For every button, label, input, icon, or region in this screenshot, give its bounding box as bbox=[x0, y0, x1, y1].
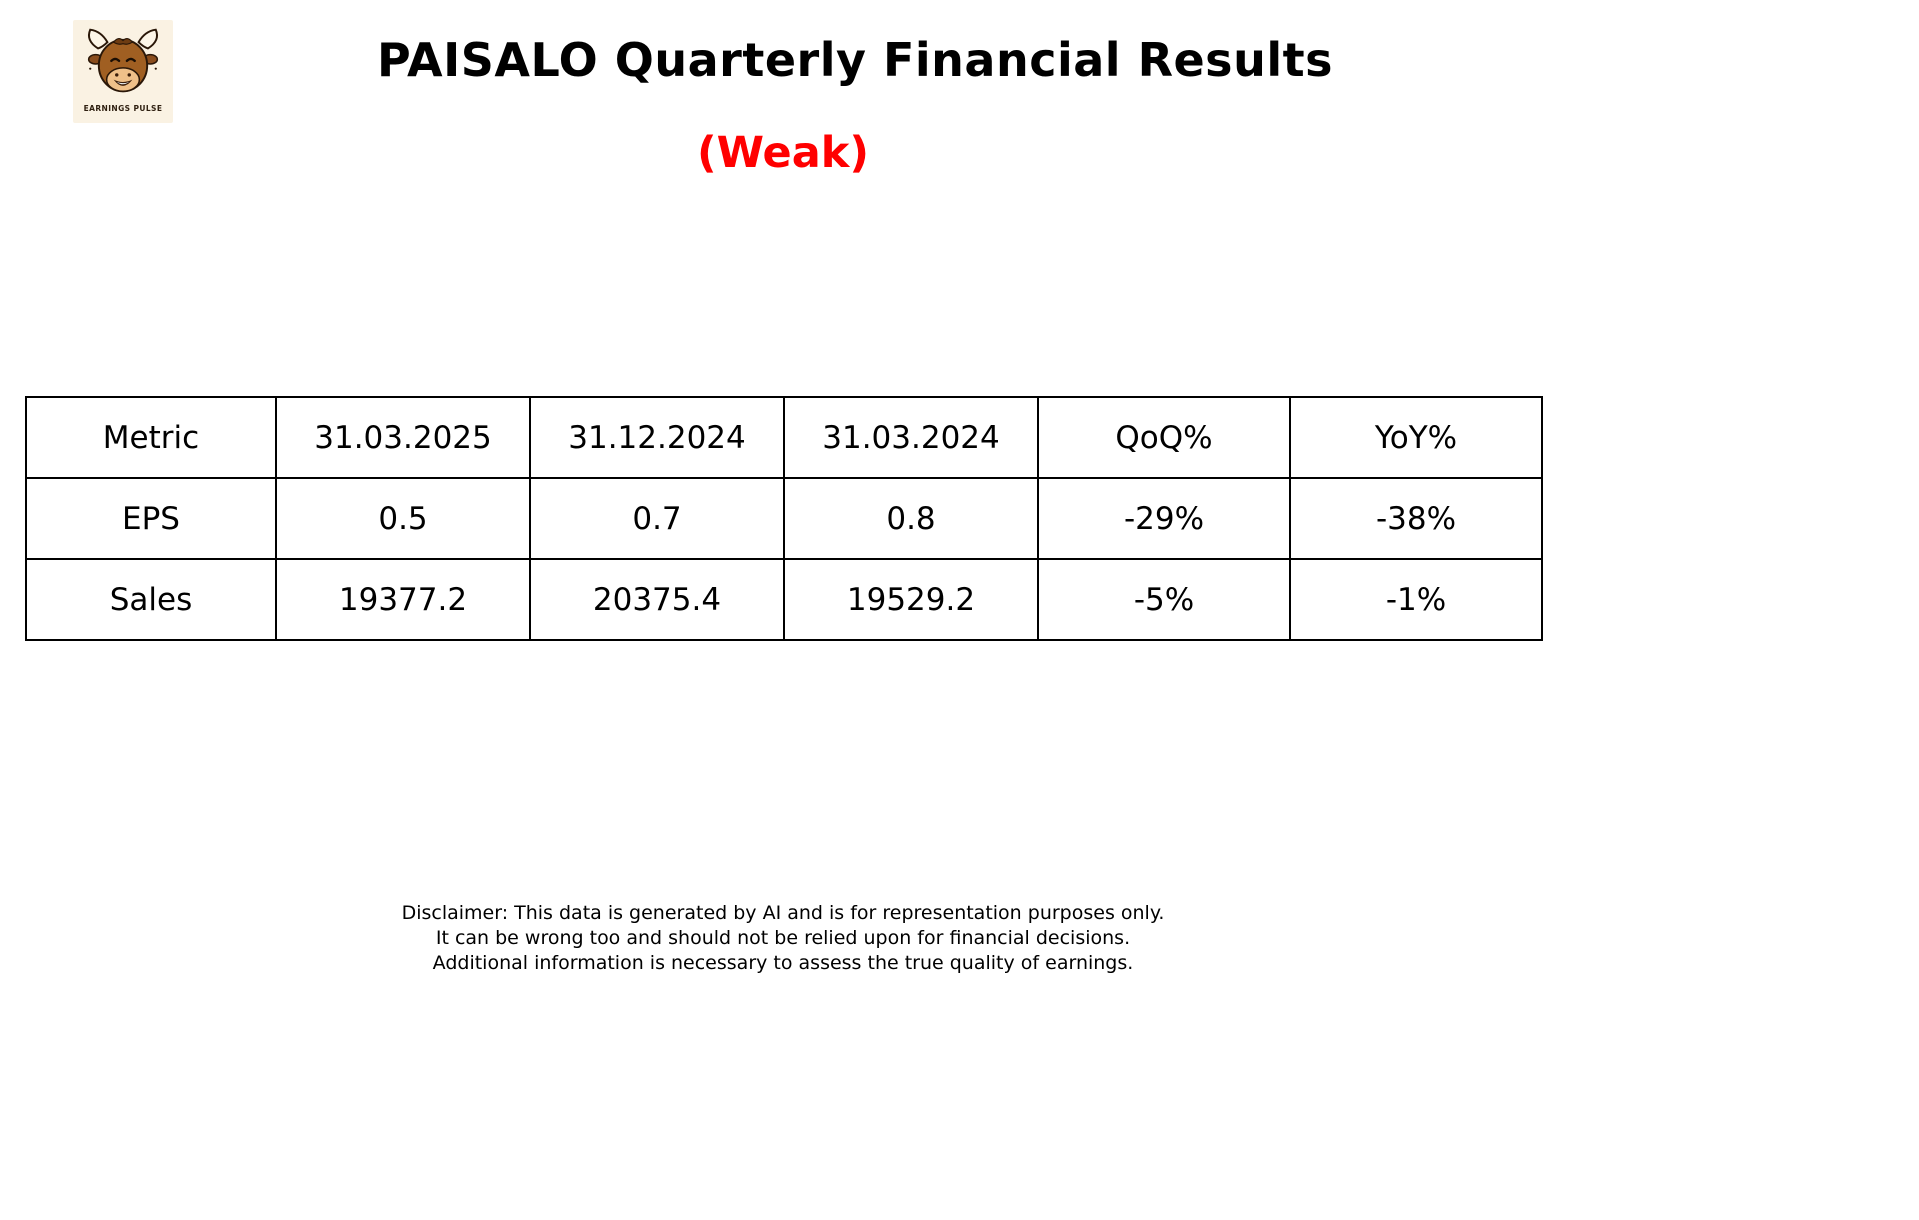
row-label-eps: EPS bbox=[25, 477, 277, 560]
disclaimer: Disclaimer: This data is generated by AI… bbox=[25, 901, 1541, 976]
logo-brand-text: EARNINGS PULSE bbox=[83, 104, 163, 113]
table-header-row: Metric 31.03.2025 31.12.2024 31.03.2024 … bbox=[25, 396, 1543, 479]
sales-value-period-1: 19377.2 bbox=[275, 558, 531, 641]
sales-yoy-change: -1% bbox=[1289, 558, 1543, 641]
verdict-wrap: (Weak) bbox=[25, 128, 1541, 178]
disclaimer-line-2: It can be wrong too and should not be re… bbox=[435, 927, 1131, 949]
sales-value-period-2: 20375.4 bbox=[529, 558, 785, 641]
sales-value-period-3: 19529.2 bbox=[783, 558, 1039, 641]
column-header-period-3: 31.03.2024 bbox=[783, 396, 1039, 479]
column-header-yoy: YoY% bbox=[1289, 396, 1543, 479]
disclaimer-line-3: Additional information is necessary to a… bbox=[432, 952, 1134, 974]
eps-yoy-change: -38% bbox=[1289, 477, 1543, 560]
verdict-subtitle: (Weak) bbox=[697, 128, 869, 178]
sales-qoq-change: -5% bbox=[1037, 558, 1291, 641]
column-header-qoq: QoQ% bbox=[1037, 396, 1291, 479]
column-header-period-2: 31.12.2024 bbox=[529, 396, 785, 479]
bull-icon bbox=[87, 28, 159, 93]
header: PAISALO Quarterly Financial Results bbox=[25, 33, 1685, 87]
disclaimer-line-1: Disclaimer: This data is generated by AI… bbox=[401, 902, 1165, 924]
row-label-sales: Sales bbox=[25, 558, 277, 641]
page-title: PAISALO Quarterly Financial Results bbox=[377, 33, 1333, 87]
eps-value-period-3: 0.8 bbox=[783, 477, 1039, 560]
table-row-sales: Sales 19377.2 20375.4 19529.2 -5% -1% bbox=[25, 558, 1543, 641]
eps-value-period-1: 0.5 bbox=[275, 477, 531, 560]
column-header-metric: Metric bbox=[25, 396, 277, 479]
eps-value-period-2: 0.7 bbox=[529, 477, 785, 560]
column-header-period-1: 31.03.2025 bbox=[275, 396, 531, 479]
table-row-eps: EPS 0.5 0.7 0.8 -29% -38% bbox=[25, 477, 1543, 560]
results-table: Metric 31.03.2025 31.12.2024 31.03.2024 … bbox=[25, 396, 1543, 641]
earnings-pulse-logo: EARNINGS PULSE bbox=[73, 20, 173, 123]
eps-qoq-change: -29% bbox=[1037, 477, 1291, 560]
